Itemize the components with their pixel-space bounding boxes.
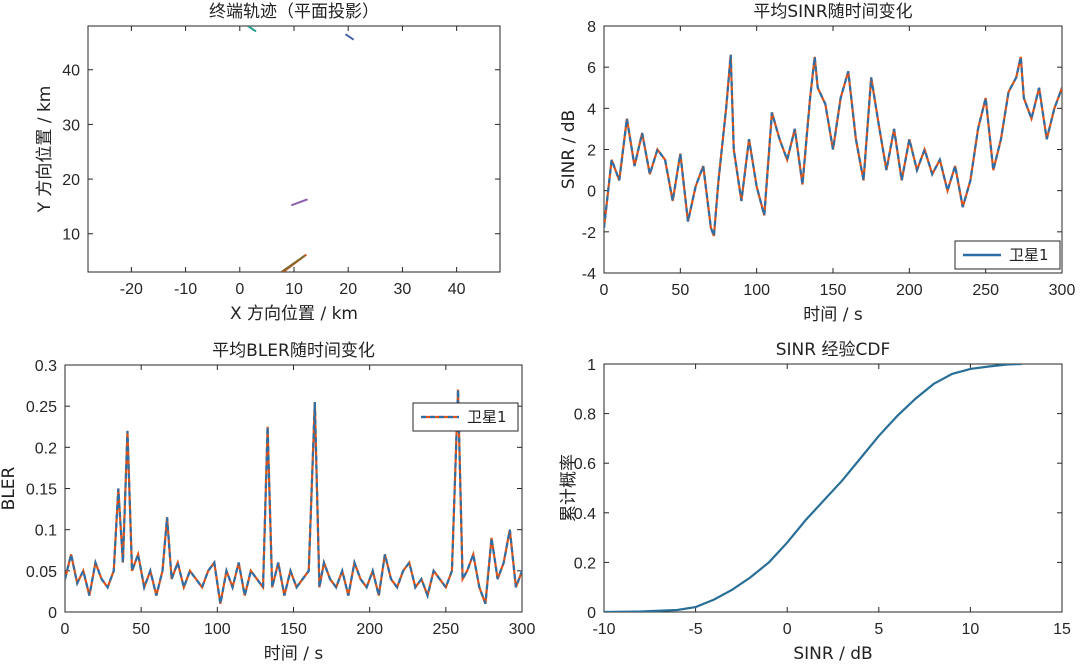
trajectory-line-1 (247, 26, 257, 33)
y-tick-label: 0.3 (35, 358, 57, 375)
x-tick-label: 5 (874, 621, 883, 638)
x-tick-label: -5 (688, 621, 702, 638)
x-tick-label: 0 (235, 281, 244, 298)
x-tick-label: 250 (432, 621, 459, 638)
x-tick-label: 100 (204, 621, 231, 638)
cdf-line (604, 364, 1022, 612)
x-tick-label: 30 (394, 281, 412, 298)
x-tick-label: 250 (972, 282, 999, 299)
legend: 卫星1 (412, 402, 519, 432)
x-tick-label: 300 (1049, 282, 1076, 299)
axes-box (87, 25, 501, 273)
y-tick-label: 0.2 (35, 440, 57, 457)
x-tick-label: 50 (132, 621, 150, 638)
y-axis-label: 累计概率 (559, 454, 579, 522)
y-tick-label: 2 (587, 143, 596, 160)
x-tick-label: 150 (280, 621, 307, 638)
x-tick-label: 150 (820, 282, 847, 299)
y-tick-label: -2 (582, 225, 596, 242)
y-tick-label: 4 (587, 101, 596, 118)
x-tick-label: 10 (962, 621, 980, 638)
x-tick-label: 100 (743, 282, 770, 299)
y-tick-label: 0 (48, 605, 57, 622)
x-tick-label: 0 (783, 621, 792, 638)
y-axis-label: BLER (0, 466, 19, 510)
y-tick-label: 0.05 (26, 564, 57, 581)
series-line-blue-dashed (604, 54, 1062, 237)
y-tick-label: 10 (62, 227, 80, 244)
y-tick-label: 30 (62, 117, 80, 134)
axes-box (603, 363, 1063, 613)
y-tick-label: 0.8 (574, 407, 596, 424)
chart-traj: 终端轨迹（平面投影） -20 -10 0 10 20 30 40 10 20 30 40 X 方向位置 … (35, 2, 501, 324)
x-tick-label: -20 (120, 281, 143, 298)
y-tick-label: 0.25 (26, 399, 57, 416)
legend-box (412, 402, 519, 432)
y-tick-label: 0.15 (26, 482, 57, 499)
chart-title: SINR 经验CDF (776, 340, 890, 360)
x-tick-label: 50 (671, 282, 689, 299)
y-tick-label: 20 (62, 172, 80, 189)
legend-label: 卫星1 (1009, 246, 1049, 264)
trajectory-line-5 (280, 254, 306, 272)
chart-title: 平均BLER随时间变化 (212, 341, 375, 361)
y-tick-label: 0.1 (35, 523, 57, 540)
x-axis-label: SINR / dB (793, 644, 872, 664)
x-tick-label: 20 (339, 281, 357, 298)
y-axis-label: SINR / dB (559, 110, 579, 189)
chart-title: 平均SINR随时间变化 (753, 2, 912, 22)
x-tick-label: 200 (896, 282, 923, 299)
chart-bler: 平均BLER随时间变化 0 50 100 150 200 250 300 0 0.05 0.1 0.1… (0, 341, 535, 664)
x-axis-label: 时间 / s (803, 305, 863, 325)
trajectory-line-3 (290, 198, 308, 207)
x-tick-label: -10 (592, 621, 615, 638)
x-axis-label: X 方向位置 / km (230, 304, 358, 324)
legend-label: 卫星1 (467, 408, 507, 426)
y-tick-label: 0.4 (574, 506, 596, 523)
series-line-blue-dashed (65, 389, 522, 605)
chart-cdf: SINR 经验CDF -10 -5 0 5 10 15 0 0.2 0.4 0.6 0.8 1 SINR … (559, 340, 1071, 664)
y-tick-label: 0.6 (574, 456, 596, 473)
legend: 卫星1 (954, 240, 1061, 270)
chart-title: 终端轨迹（平面投影） (209, 2, 379, 22)
chart-sinr: 平均SINR随时间变化 0 50 100 150 200 250 300 -4 -2 0 2 4 6 8 时间… (559, 2, 1075, 325)
trajectory-line-2 (344, 33, 355, 41)
y-tick-label: 8 (587, 19, 596, 36)
x-tick-label: 300 (509, 621, 536, 638)
x-tick-label: 15 (1053, 621, 1071, 638)
x-tick-label: 0 (61, 621, 70, 638)
x-tick-label: 0 (600, 282, 609, 299)
x-tick-label: 200 (356, 621, 383, 638)
y-tick-label: -4 (582, 266, 596, 283)
y-tick-label: 0.2 (574, 555, 596, 572)
x-tick-label: 40 (448, 281, 466, 298)
y-tick-label: 6 (587, 60, 596, 77)
axes-box (64, 364, 523, 613)
y-axis-label: Y 方向位置 / km (35, 86, 55, 214)
y-tick-label: 40 (62, 63, 80, 80)
x-tick-label: -10 (174, 281, 197, 298)
y-tick-label: 0 (587, 605, 596, 622)
y-tick-label: 1 (587, 357, 596, 374)
y-tick-label: 0 (587, 184, 596, 201)
x-axis-label: 时间 / s (264, 644, 324, 664)
x-tick-label: 10 (285, 281, 303, 298)
